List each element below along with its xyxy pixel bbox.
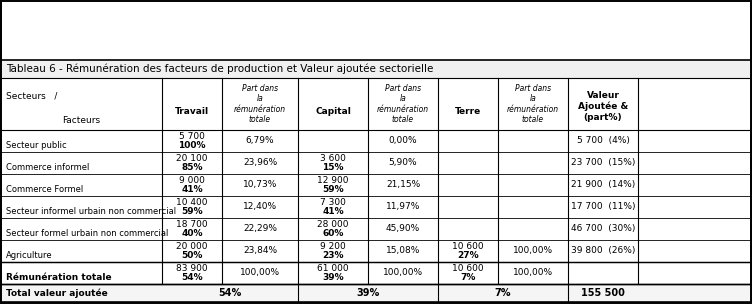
Text: 10 600: 10 600 [452, 242, 484, 251]
Text: 17 700  (11%): 17 700 (11%) [571, 202, 635, 212]
Text: 6,79%: 6,79% [246, 136, 274, 146]
Text: 10 600: 10 600 [452, 264, 484, 273]
Text: 20 000: 20 000 [176, 242, 208, 251]
Text: 9 200: 9 200 [320, 242, 346, 251]
Text: 5 700  (4%): 5 700 (4%) [577, 136, 629, 146]
Text: 10,73%: 10,73% [243, 181, 277, 189]
Text: 15,08%: 15,08% [386, 247, 420, 255]
Text: Facteurs: Facteurs [62, 116, 100, 125]
Text: 28 000: 28 000 [317, 220, 349, 229]
Text: 23,96%: 23,96% [243, 158, 277, 168]
Text: 39%: 39% [356, 288, 380, 298]
Text: 23 700  (15%): 23 700 (15%) [571, 158, 635, 168]
Text: Valeur
Ajoutée &
(part%): Valeur Ajoutée & (part%) [578, 92, 628, 122]
Bar [1, 78, 751, 130]
Text: 10 400: 10 400 [176, 198, 208, 207]
Text: Total valeur ajoutée: Total valeur ajoutée [6, 288, 108, 298]
Text: 46 700  (30%): 46 700 (30%) [571, 224, 635, 233]
Text: 100%: 100% [178, 141, 206, 150]
Text: 100,00%: 100,00% [240, 268, 280, 278]
Text: 100,00%: 100,00% [513, 268, 553, 278]
Text: 50%: 50% [181, 251, 203, 260]
Text: 54%: 54% [218, 288, 241, 298]
Text: Part dans
la
rémunération
totale: Part dans la rémunération totale [377, 84, 429, 124]
Text: 23%: 23% [323, 251, 344, 260]
Text: 21 900  (14%): 21 900 (14%) [571, 181, 635, 189]
Text: 15%: 15% [323, 163, 344, 172]
Text: 39%: 39% [322, 273, 344, 282]
Text: Secteur formel urbain non commercial: Secteur formel urbain non commercial [6, 229, 168, 238]
Text: 59%: 59% [322, 185, 344, 194]
Text: Secteur public: Secteur public [6, 141, 67, 150]
Text: 7%: 7% [460, 273, 476, 282]
Text: 83 900: 83 900 [176, 264, 208, 273]
Text: 9 000: 9 000 [179, 176, 205, 185]
Bar [1, 60, 751, 78]
Text: 100,00%: 100,00% [383, 268, 423, 278]
Text: 5 700: 5 700 [179, 132, 205, 141]
Text: 39 800  (26%): 39 800 (26%) [571, 247, 635, 255]
Text: Secteurs   /: Secteurs / [6, 92, 57, 101]
Text: 41%: 41% [181, 185, 203, 194]
Text: 5,90%: 5,90% [389, 158, 417, 168]
Text: 20 100: 20 100 [176, 154, 208, 163]
Text: Part dans
la
rémunération
totale: Part dans la rémunération totale [234, 84, 286, 124]
Text: 7 300: 7 300 [320, 198, 346, 207]
Text: 7%: 7% [495, 288, 511, 298]
Text: 85%: 85% [181, 163, 203, 172]
Text: 12 900: 12 900 [317, 176, 349, 185]
Text: 59%: 59% [181, 207, 203, 216]
Text: Capital: Capital [315, 107, 351, 116]
Text: 155 500: 155 500 [581, 288, 625, 298]
Text: Terre: Terre [455, 107, 481, 116]
Text: 40%: 40% [181, 229, 203, 238]
Text: 41%: 41% [322, 207, 344, 216]
Text: 54%: 54% [181, 273, 203, 282]
Text: Rémunération totale: Rémunération totale [6, 273, 111, 282]
Text: 45,90%: 45,90% [386, 224, 420, 233]
Text: 21,15%: 21,15% [386, 181, 420, 189]
Text: Tableau 6 - Rémunération des facteurs de production et Valeur ajoutée sectoriell: Tableau 6 - Rémunération des facteurs de… [6, 64, 433, 74]
Text: 18 700: 18 700 [176, 220, 208, 229]
Text: 23,84%: 23,84% [243, 247, 277, 255]
Text: 12,40%: 12,40% [243, 202, 277, 212]
Text: 60%: 60% [323, 229, 344, 238]
Text: Commerce informel: Commerce informel [6, 163, 89, 172]
Text: 27%: 27% [457, 251, 479, 260]
Text: 100,00%: 100,00% [513, 247, 553, 255]
Text: Secteur informel urbain non commercial: Secteur informel urbain non commercial [6, 207, 176, 216]
Text: Part dans
la
rémunération
totale: Part dans la rémunération totale [507, 84, 559, 124]
Text: Travail: Travail [175, 107, 209, 116]
Text: 11,97%: 11,97% [386, 202, 420, 212]
Text: Agriculture: Agriculture [6, 251, 53, 260]
Text: 22,29%: 22,29% [243, 224, 277, 233]
Text: 3 600: 3 600 [320, 154, 346, 163]
Bar [1, 284, 751, 302]
Text: 0,00%: 0,00% [389, 136, 417, 146]
Text: 61 000: 61 000 [317, 264, 349, 273]
Text: Commerce Formel: Commerce Formel [6, 185, 83, 194]
